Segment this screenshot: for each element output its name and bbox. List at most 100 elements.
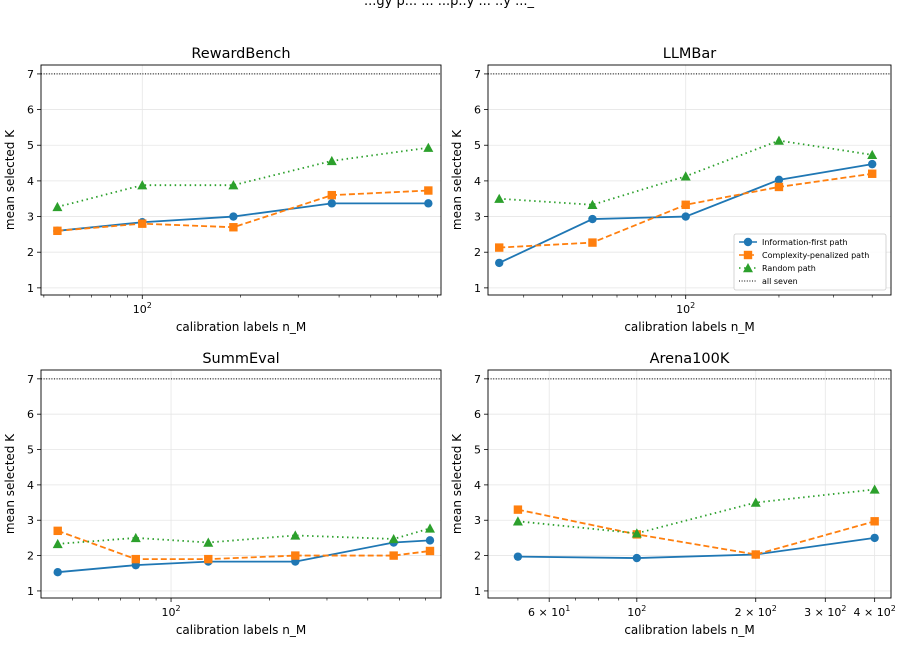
x-tick-base: 10 — [877, 606, 891, 619]
series-2-point — [130, 532, 141, 543]
series-0-point — [588, 214, 597, 224]
series-0-point — [870, 533, 879, 543]
series-2-point — [326, 155, 337, 166]
series-0-point — [867, 159, 877, 169]
legend-label-reference: all seven — [762, 277, 798, 286]
series-1-point — [867, 169, 877, 178]
y-tick-label: 3 — [474, 211, 481, 224]
series-2-point — [137, 180, 148, 190]
series-2-point — [52, 538, 63, 549]
x-tick-exp: 2 — [147, 301, 152, 310]
x-tick-label: 102 — [133, 301, 152, 316]
series-0-point — [495, 258, 504, 268]
x-tick-coef: 3 × — [804, 606, 827, 619]
series-0-point — [229, 212, 238, 221]
series-1-point — [53, 226, 62, 236]
x-tick-exp: 2 — [841, 604, 846, 613]
x-tick-label: 2 × 102 — [735, 604, 777, 619]
series-0-point — [513, 552, 523, 561]
y-tick-label: 5 — [474, 139, 481, 152]
series-2-point — [512, 516, 523, 526]
series-line-0 — [517, 537, 875, 559]
series-1-point — [229, 223, 238, 232]
x-tick-label: 102 — [161, 604, 180, 619]
series-0-point — [681, 212, 690, 221]
y-tick-label: 1 — [27, 282, 34, 295]
x-tick-label: 6 × 101 — [528, 604, 570, 619]
series-2-point — [631, 528, 642, 538]
legend-marker-2 — [743, 263, 753, 273]
x-tick-label: 3 × 102 — [804, 604, 846, 619]
x-tick-base: 10 — [161, 606, 175, 619]
x-tick-base: 10 — [133, 303, 147, 316]
series-line-2 — [57, 527, 431, 545]
series-2-point — [388, 533, 399, 544]
axes-frame — [40, 64, 442, 296]
y-tick-label: 4 — [474, 479, 481, 492]
panel-title: Arena100K — [650, 351, 730, 367]
series-line-0 — [57, 539, 431, 574]
legend-label-0: Information-first path — [762, 238, 848, 247]
y-tick-label: 5 — [27, 444, 34, 457]
series-0-point — [425, 536, 435, 545]
y-tick-label: 3 — [27, 211, 34, 224]
series-1-point — [389, 551, 398, 560]
series-2-point — [869, 484, 880, 494]
series-2-point — [228, 180, 239, 190]
series-0-point — [424, 199, 433, 208]
y-tick-label: 2 — [27, 550, 34, 563]
y-tick-label: 3 — [474, 514, 481, 527]
y-tick-label: 7 — [474, 373, 481, 386]
x-tick-base: 10 — [627, 606, 641, 619]
series-2-point — [680, 171, 691, 181]
series-0-point — [327, 199, 337, 208]
x-tick-coef: 2 × — [735, 606, 758, 619]
series-1-point — [513, 505, 523, 514]
series-line-1 — [57, 529, 431, 561]
series-1-point — [204, 554, 213, 564]
series-2-point — [867, 149, 878, 160]
x-tick-exp: 2 — [772, 604, 777, 613]
y-tick-label: 3 — [27, 514, 34, 527]
legend-marker-1 — [743, 250, 753, 260]
y-tick-label: 1 — [27, 585, 34, 598]
panel-title: LLMBar — [663, 46, 717, 62]
legend-label-1: Complexity-penalized path — [762, 251, 869, 260]
x-axis-label: calibration labels n_M — [176, 320, 306, 334]
series-1-point — [291, 551, 300, 560]
series-2-point — [52, 201, 63, 212]
series-2-point — [587, 199, 598, 209]
series-1-point — [327, 190, 337, 200]
axes-frame — [487, 369, 892, 599]
y-tick-label: 2 — [474, 550, 481, 563]
y-axis-label: mean selected K — [450, 129, 464, 230]
series-0-point — [774, 175, 784, 185]
series-2-point — [290, 530, 301, 540]
series-1-point — [588, 238, 597, 247]
y-tick-label: 4 — [27, 479, 34, 492]
series-2-point — [773, 135, 784, 145]
x-tick-base: 10 — [758, 606, 772, 619]
y-axis-label: mean selected K — [3, 433, 17, 534]
x-tick-base: 10 — [551, 606, 565, 619]
y-tick-label: 7 — [27, 373, 34, 386]
x-axis-label: calibration labels n_M — [176, 623, 306, 637]
series-2-point — [423, 142, 434, 152]
y-tick-label: 4 — [27, 175, 34, 188]
y-tick-label: 4 — [474, 175, 481, 188]
axes-frame — [40, 369, 442, 599]
y-tick-label: 7 — [27, 68, 34, 81]
y-tick-label: 1 — [474, 585, 481, 598]
x-tick-label: 102 — [627, 604, 646, 619]
x-tick-label: 102 — [676, 301, 695, 316]
y-axis-label: mean selected K — [3, 129, 17, 230]
legend-box — [733, 233, 887, 291]
figure-suptitle: ...gy p... ... ...p..y ... ..y ..._ — [364, 0, 535, 9]
x-tick-coef: 6 × — [528, 606, 551, 619]
x-tick-label: 4 × 102 — [853, 604, 895, 619]
y-tick-label: 7 — [474, 68, 481, 81]
series-1-point — [424, 186, 433, 195]
